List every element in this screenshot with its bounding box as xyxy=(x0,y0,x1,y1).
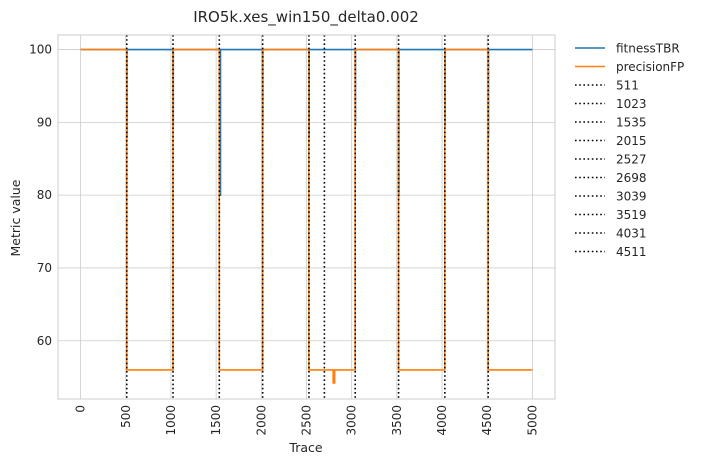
y-axis-label: Metric value xyxy=(8,179,23,256)
x-tick-label: 0 xyxy=(74,405,88,413)
x-tick-label: 3500 xyxy=(390,405,404,436)
legend-label: 1023 xyxy=(616,97,647,111)
y-tick-label: 60 xyxy=(37,334,52,348)
y-tick-label: 100 xyxy=(29,43,52,57)
x-tick-label: 1500 xyxy=(209,405,223,436)
legend-label: 2015 xyxy=(616,134,647,148)
plot-frame xyxy=(57,34,556,400)
x-tick-label: 2500 xyxy=(300,405,314,436)
chart-title: IRO5k.xes_win150_delta0.002 xyxy=(193,8,419,27)
x-tick-label: 3000 xyxy=(345,405,359,436)
legend-label: 2698 xyxy=(616,171,647,185)
x-tick-label: 4000 xyxy=(435,405,449,436)
legend-label: 511 xyxy=(616,79,639,93)
x-tick-label: 5000 xyxy=(525,405,539,436)
y-tick-label: 80 xyxy=(37,188,52,202)
y-tick-label: 90 xyxy=(37,115,52,129)
x-axis-label: Trace xyxy=(288,440,322,455)
legend-label: 3039 xyxy=(616,190,647,204)
x-tick-label: 4500 xyxy=(480,405,494,436)
legend-label: 1535 xyxy=(616,116,647,130)
legend-label: 3519 xyxy=(616,208,647,222)
y-tick-label: 70 xyxy=(37,261,52,275)
x-tick-label: 500 xyxy=(119,405,133,428)
x-tick-label: 1000 xyxy=(164,405,178,436)
legend-label: 4511 xyxy=(616,245,647,259)
x-tick-label: 2000 xyxy=(254,405,268,436)
legend-label: 4031 xyxy=(616,227,647,241)
legend-label: fitnessTBR xyxy=(616,42,680,56)
legend-label: 2527 xyxy=(616,153,647,167)
legend-label: precisionFP xyxy=(616,60,684,74)
